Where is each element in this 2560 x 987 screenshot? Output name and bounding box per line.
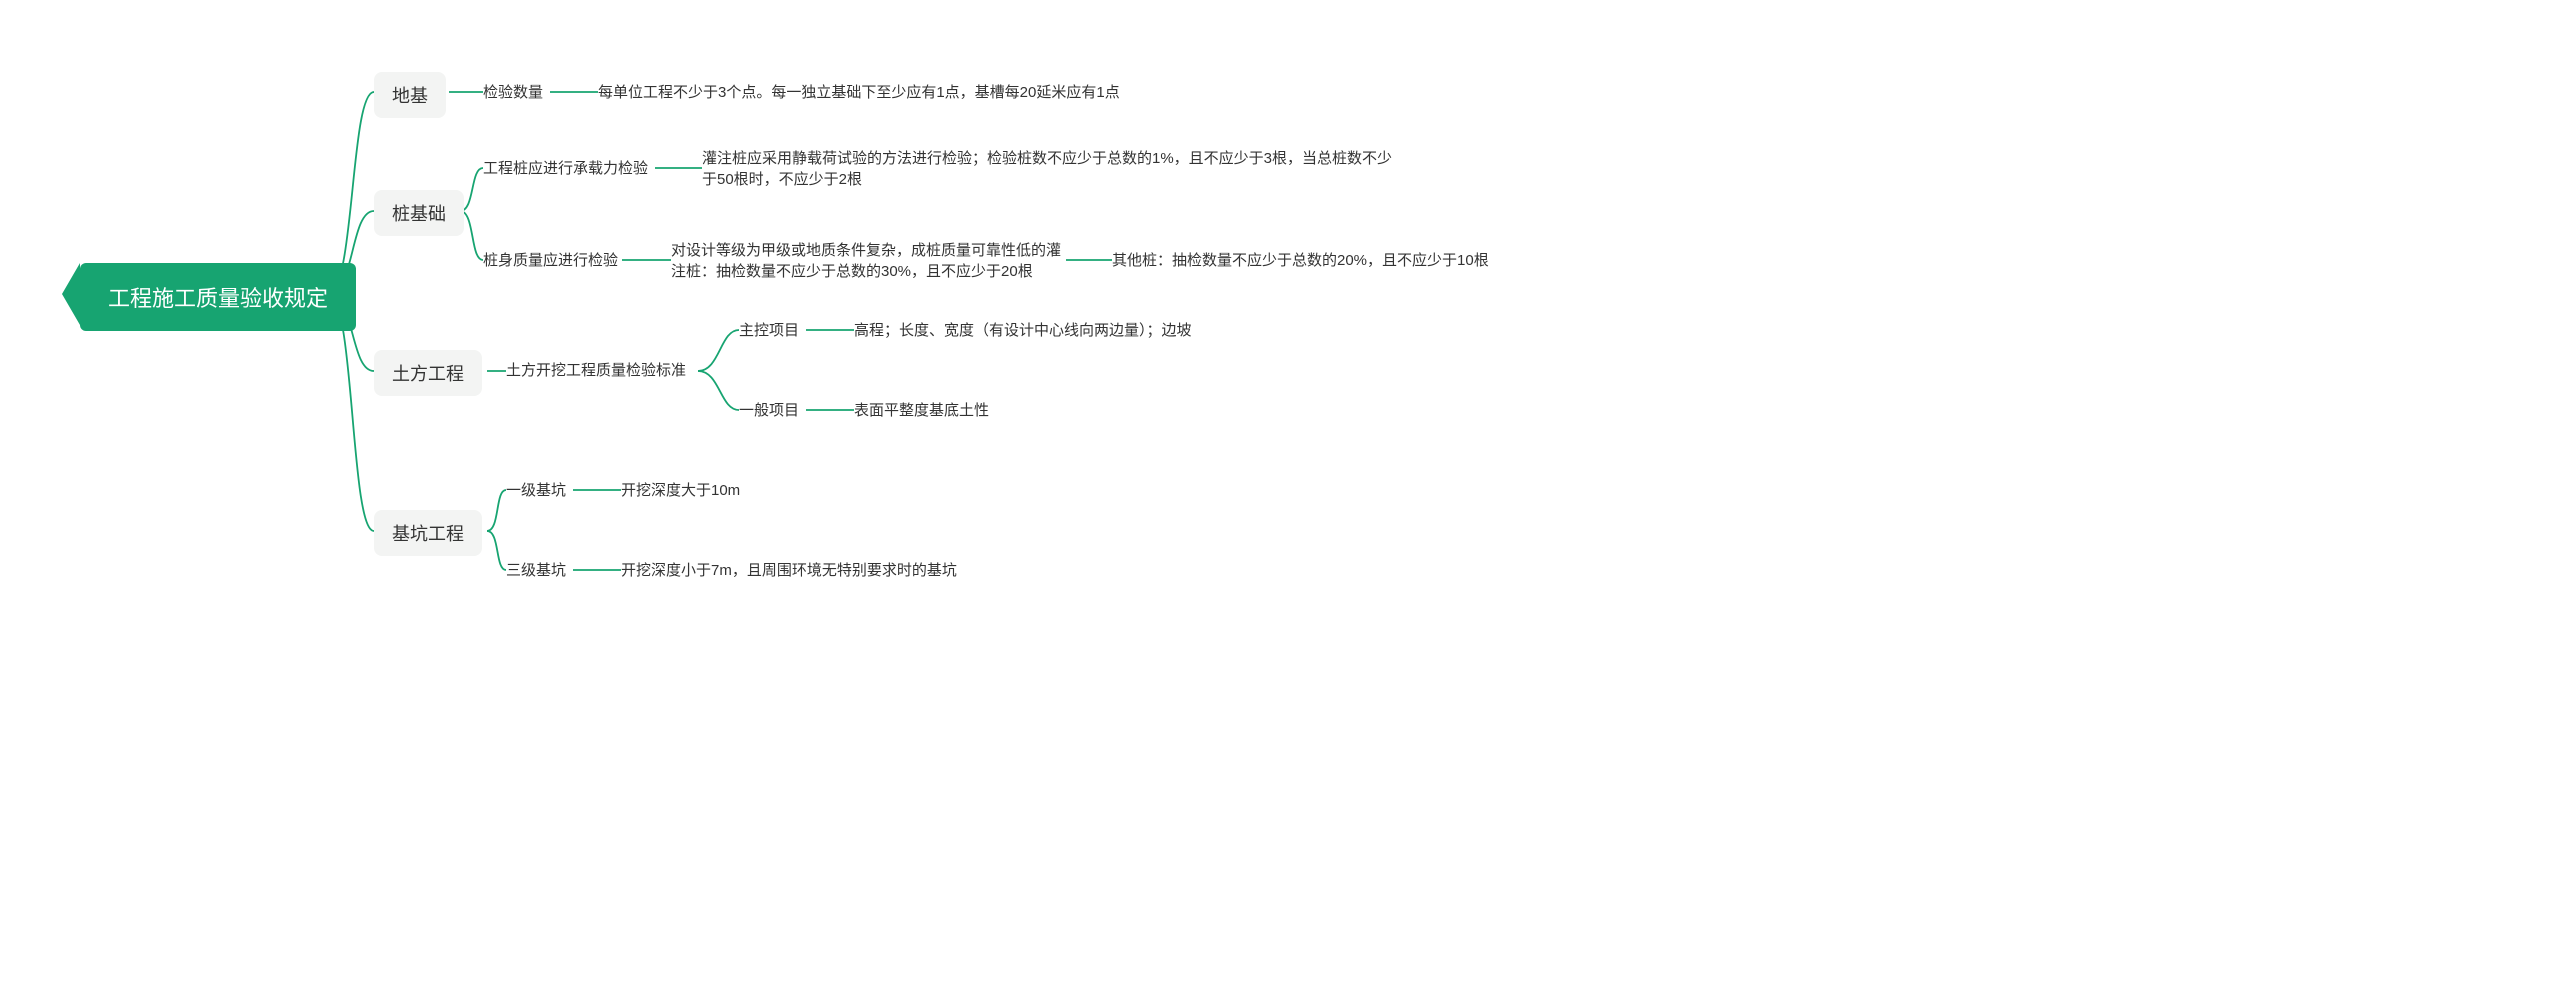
root-node[interactable]: 工程施工质量验收规定: [80, 263, 356, 331]
leaf-node[interactable]: 主控项目: [739, 320, 799, 341]
leaf-node[interactable]: 桩身质量应进行检验: [483, 250, 618, 271]
leaf-node[interactable]: 三级基坑: [506, 560, 566, 581]
leaf-node[interactable]: 每单位工程不少于3个点。每一独立基础下至少应有1点，基槽每20延米应有1点: [598, 82, 1120, 103]
leaf-node[interactable]: 一级基坑: [506, 480, 566, 501]
leaf-node[interactable]: 对设计等级为甲级或地质条件复杂，成桩质量可靠性低的灌注桩：抽检数量不应少于总数的…: [671, 240, 1066, 282]
branch-label: 基坑工程: [392, 520, 464, 546]
branch-jikeng[interactable]: 基坑工程: [374, 510, 482, 556]
leaf-node[interactable]: 表面平整度基底土性: [854, 400, 989, 421]
leaf-node[interactable]: 一般项目: [739, 400, 799, 421]
branch-zhuangjichu[interactable]: 桩基础: [374, 190, 464, 236]
branch-tufang[interactable]: 土方工程: [374, 350, 482, 396]
leaf-node[interactable]: 灌注桩应采用静载荷试验的方法进行检验；检验桩数不应少于总数的1%，且不应少于3根…: [702, 148, 1402, 190]
leaf-node[interactable]: 高程；长度、宽度（有设计中心线向两边量）；边坡: [854, 320, 1192, 341]
leaf-node[interactable]: 土方开挖工程质量检验标准: [506, 360, 686, 381]
leaf-node[interactable]: 其他桩：抽检数量不应少于总数的20%，且不应少于10根: [1112, 250, 1489, 271]
leaf-node[interactable]: 开挖深度大于10m: [621, 480, 740, 501]
leaf-node[interactable]: 检验数量: [483, 82, 543, 103]
branch-diji[interactable]: 地基: [374, 72, 446, 118]
branch-label: 桩基础: [392, 200, 446, 226]
branch-label: 土方工程: [392, 360, 464, 386]
branch-label: 地基: [392, 82, 428, 108]
root-label: 工程施工质量验收规定: [108, 281, 328, 313]
leaf-node[interactable]: 工程桩应进行承载力检验: [483, 158, 648, 179]
leaf-node[interactable]: 开挖深度小于7m，且周围环境无特别要求时的基坑: [621, 560, 957, 581]
